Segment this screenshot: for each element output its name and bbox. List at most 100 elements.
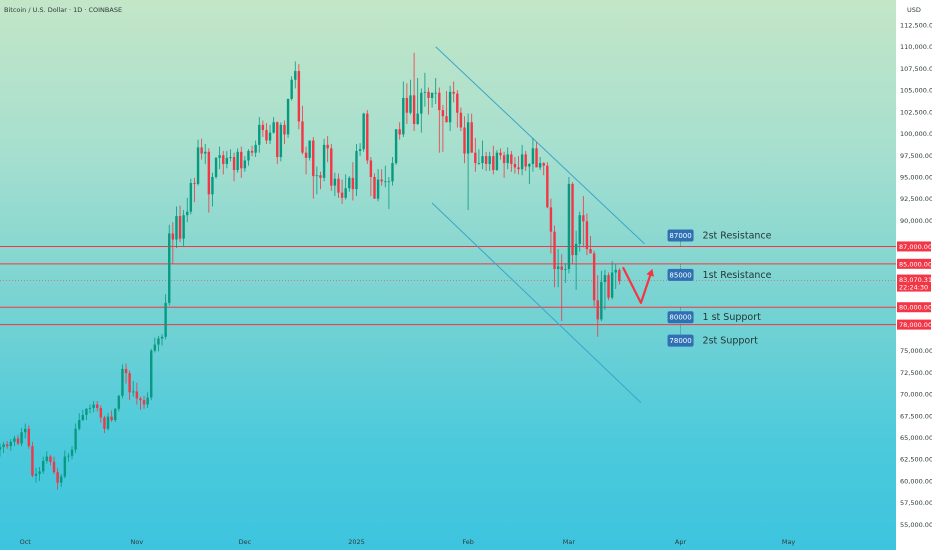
candle[interactable]	[499, 148, 502, 160]
candle[interactable]	[398, 122, 401, 140]
candle[interactable]	[567, 176, 571, 274]
candle[interactable]	[603, 269, 607, 310]
candle[interactable]	[6, 440, 9, 449]
candle[interactable]	[52, 456, 56, 474]
candle[interactable]	[0, 443, 2, 457]
candle[interactable]	[189, 178, 193, 215]
candle[interactable]	[146, 392, 149, 408]
candle[interactable]	[394, 129, 398, 165]
candle[interactable]	[171, 222, 175, 264]
candle[interactable]	[416, 77, 419, 125]
candle[interactable]	[128, 370, 131, 401]
candle[interactable]	[474, 137, 477, 172]
candle[interactable]	[585, 213, 589, 256]
candle[interactable]	[92, 401, 95, 413]
candle[interactable]	[13, 435, 16, 447]
candle[interactable]	[297, 64, 301, 130]
candle[interactable]	[337, 173, 340, 198]
candle[interactable]	[315, 166, 319, 195]
candle[interactable]	[186, 197, 189, 223]
candle[interactable]	[272, 117, 275, 134]
candle[interactable]	[132, 381, 135, 397]
candle[interactable]	[387, 176, 391, 210]
candle[interactable]	[232, 152, 236, 182]
candle[interactable]	[423, 72, 427, 107]
candle[interactable]	[535, 142, 538, 168]
candle[interactable]	[402, 81, 405, 138]
candle[interactable]	[78, 413, 81, 431]
candle[interactable]	[247, 149, 250, 166]
candle[interactable]	[373, 173, 376, 199]
candle[interactable]	[290, 76, 293, 101]
candle[interactable]	[139, 396, 142, 410]
candle[interactable]	[333, 172, 337, 197]
candle[interactable]	[142, 395, 146, 409]
candle[interactable]	[265, 123, 268, 144]
candle[interactable]	[258, 117, 261, 153]
candle[interactable]	[358, 143, 362, 157]
candle[interactable]	[351, 162, 355, 201]
candle[interactable]	[452, 81, 455, 103]
candle[interactable]	[276, 121, 279, 164]
candle[interactable]	[391, 157, 394, 186]
candle[interactable]	[470, 113, 473, 153]
candle[interactable]	[366, 110, 369, 164]
candle[interactable]	[322, 138, 326, 182]
candle[interactable]	[481, 140, 484, 170]
candle[interactable]	[20, 427, 23, 447]
candle[interactable]	[517, 156, 520, 175]
candle[interactable]	[229, 149, 232, 162]
candle[interactable]	[204, 143, 207, 164]
candle[interactable]	[427, 87, 430, 115]
candle[interactable]	[340, 179, 344, 204]
candle[interactable]	[250, 145, 254, 157]
candle[interactable]	[502, 151, 506, 178]
candle[interactable]	[286, 98, 290, 138]
level-annotation[interactable]: 78000 2st Support	[667, 324, 759, 347]
candle[interactable]	[88, 404, 92, 414]
candle[interactable]	[405, 83, 409, 125]
candle[interactable]	[279, 122, 283, 162]
candle[interactable]	[308, 140, 311, 161]
candle[interactable]	[31, 441, 34, 478]
candle[interactable]	[524, 150, 527, 171]
candle[interactable]	[121, 364, 124, 399]
candle[interactable]	[45, 451, 49, 464]
candle[interactable]	[56, 467, 59, 490]
candle[interactable]	[110, 410, 113, 422]
candle[interactable]	[459, 107, 463, 131]
candle[interactable]	[114, 407, 117, 422]
candle[interactable]	[225, 150, 229, 169]
candle[interactable]	[150, 348, 153, 401]
candle[interactable]	[294, 61, 297, 89]
candle[interactable]	[488, 151, 491, 171]
candle[interactable]	[175, 206, 178, 249]
candle[interactable]	[222, 150, 225, 175]
candle[interactable]	[85, 407, 88, 421]
candle[interactable]	[538, 157, 542, 171]
candle[interactable]	[344, 174, 347, 200]
candle[interactable]	[506, 147, 509, 170]
candle[interactable]	[492, 145, 495, 175]
candle[interactable]	[63, 450, 67, 479]
level-annotation[interactable]: 87000 2st Resistance	[667, 229, 772, 247]
candle[interactable]	[412, 52, 416, 131]
candle[interactable]	[96, 401, 99, 412]
candle[interactable]	[27, 425, 31, 449]
candle[interactable]	[564, 263, 567, 283]
candle[interactable]	[236, 148, 239, 173]
candle[interactable]	[600, 270, 603, 322]
candle[interactable]	[157, 335, 160, 352]
candle[interactable]	[528, 163, 531, 184]
candle[interactable]	[243, 156, 247, 172]
candle[interactable]	[556, 249, 560, 288]
candle[interactable]	[513, 157, 517, 174]
candle[interactable]	[438, 87, 441, 153]
candle[interactable]	[60, 473, 63, 487]
candle[interactable]	[182, 209, 185, 247]
candle[interactable]	[384, 165, 387, 188]
candle[interactable]	[42, 456, 45, 474]
candle[interactable]	[463, 116, 466, 164]
candle[interactable]	[596, 275, 599, 337]
